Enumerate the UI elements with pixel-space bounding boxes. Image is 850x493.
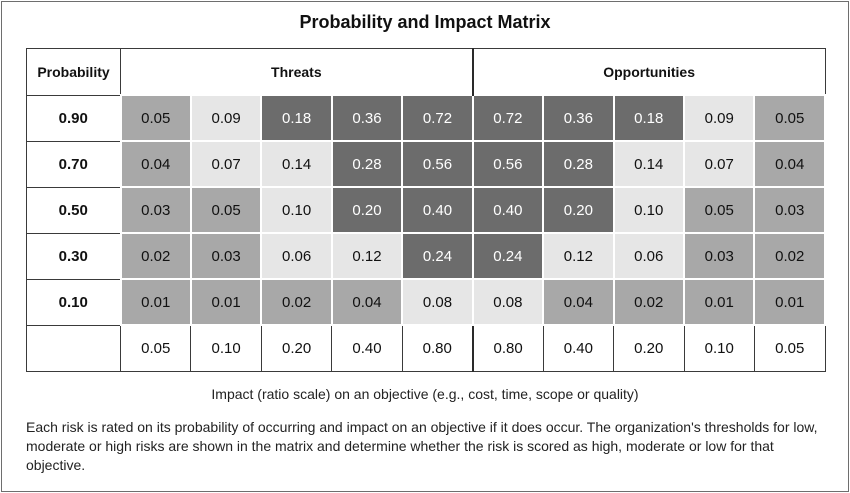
opportunity-score-cell: 0.18 bbox=[612, 94, 686, 142]
opportunity-score-cell: 0.02 bbox=[612, 278, 686, 326]
opportunity-score-cell: 0.08 bbox=[471, 278, 545, 326]
impact-scale-row: 0.05 0.10 0.20 0.40 0.80 0.80 0.40 0.20 0.10 0.05 bbox=[26, 324, 826, 372]
probability-impact-matrix: Probability Threats Opportunities 0.90 0.… bbox=[26, 48, 826, 372]
threat-score-cell: 0.12 bbox=[330, 232, 404, 280]
probability-label: 0.70 bbox=[26, 140, 121, 188]
threat-score-cell: 0.02 bbox=[260, 278, 333, 326]
threat-score-cell: 0.03 bbox=[119, 186, 192, 234]
threats-header: Threats bbox=[119, 48, 474, 96]
opportunities-header: Opportunities bbox=[471, 48, 826, 96]
impact-value-cell: 0.05 bbox=[753, 324, 826, 372]
threat-score-cell: 0.10 bbox=[260, 186, 333, 234]
threat-score-cell: 0.09 bbox=[189, 94, 263, 142]
probability-header: Probability bbox=[26, 48, 121, 96]
opportunity-score-cell: 0.36 bbox=[542, 94, 615, 142]
matrix-row: 0.50 0.03 0.05 0.10 0.20 0.40 0.40 0.20 0.10 0.05… bbox=[26, 186, 826, 234]
threat-score-cell: 0.04 bbox=[119, 140, 192, 188]
opportunity-score-cell: 0.05 bbox=[682, 186, 756, 234]
matrix-row: 0.70 0.04 0.07 0.14 0.28 0.56 0.56 0.28 0.14 0.07… bbox=[26, 140, 826, 188]
matrix-body: 0.90 0.05 0.09 0.18 0.36 0.72 0.72 0.36 0.18 0.09… bbox=[26, 94, 826, 372]
threat-score-cell: 0.72 bbox=[401, 94, 474, 142]
header-row: Probability Threats Opportunities bbox=[26, 48, 826, 96]
threat-score-cell: 0.01 bbox=[189, 278, 263, 326]
opportunity-score-cell: 0.04 bbox=[753, 140, 826, 188]
explanatory-note: Each risk is rated on its probability of… bbox=[26, 419, 818, 473]
opportunity-score-cell: 0.03 bbox=[682, 232, 756, 280]
opportunity-score-cell: 0.02 bbox=[753, 232, 826, 280]
impact-axis-caption: Impact (ratio scale) on an objective (e.… bbox=[211, 386, 639, 402]
matrix-row: 0.10 0.01 0.01 0.02 0.04 0.08 0.08 0.04 0.02 0.01… bbox=[26, 278, 826, 326]
impact-value-cell: 0.10 bbox=[190, 324, 262, 372]
threat-score-cell: 0.06 bbox=[260, 232, 333, 280]
opportunity-score-cell: 0.28 bbox=[542, 140, 615, 188]
probability-label: 0.30 bbox=[26, 232, 121, 280]
threat-score-cell: 0.02 bbox=[119, 232, 192, 280]
probability-label: 0.90 bbox=[26, 94, 121, 142]
impact-value-cell: 0.80 bbox=[471, 324, 544, 372]
blank-corner-cell bbox=[26, 324, 121, 372]
impact-value-cell: 0.20 bbox=[613, 324, 685, 372]
opportunity-score-cell: 0.72 bbox=[471, 94, 545, 142]
impact-value-cell: 0.40 bbox=[331, 324, 403, 372]
opportunity-score-cell: 0.07 bbox=[682, 140, 756, 188]
opportunity-score-cell: 0.14 bbox=[612, 140, 686, 188]
threat-score-cell: 0.01 bbox=[119, 278, 192, 326]
opportunity-score-cell: 0.56 bbox=[471, 140, 545, 188]
threat-score-cell: 0.18 bbox=[260, 94, 333, 142]
impact-value-cell: 0.80 bbox=[401, 324, 474, 372]
opportunity-score-cell: 0.01 bbox=[682, 278, 756, 326]
opportunity-score-cell: 0.03 bbox=[753, 186, 826, 234]
threat-score-cell: 0.40 bbox=[401, 186, 474, 234]
opportunity-score-cell: 0.01 bbox=[753, 278, 826, 326]
threat-score-cell: 0.36 bbox=[330, 94, 404, 142]
opportunity-score-cell: 0.40 bbox=[471, 186, 545, 234]
threat-score-cell: 0.14 bbox=[260, 140, 333, 188]
threat-score-cell: 0.08 bbox=[401, 278, 474, 326]
opportunity-score-cell: 0.10 bbox=[612, 186, 686, 234]
impact-value-cell: 0.20 bbox=[260, 324, 333, 372]
impact-value-cell: 0.40 bbox=[542, 324, 615, 372]
threat-score-cell: 0.05 bbox=[189, 186, 263, 234]
matrix-title: Probability and Impact Matrix bbox=[299, 12, 551, 32]
threat-score-cell: 0.28 bbox=[330, 140, 404, 188]
matrix-row: 0.90 0.05 0.09 0.18 0.36 0.72 0.72 0.36 0.18 0.09… bbox=[26, 94, 826, 142]
opportunity-score-cell: 0.24 bbox=[471, 232, 545, 280]
threat-score-cell: 0.07 bbox=[189, 140, 263, 188]
impact-value-cell: 0.05 bbox=[119, 324, 192, 372]
threat-score-cell: 0.05 bbox=[119, 94, 192, 142]
threat-score-cell: 0.04 bbox=[330, 278, 404, 326]
opportunity-score-cell: 0.09 bbox=[682, 94, 756, 142]
opportunity-score-cell: 0.20 bbox=[542, 186, 615, 234]
threat-score-cell: 0.56 bbox=[401, 140, 474, 188]
opportunity-score-cell: 0.12 bbox=[542, 232, 615, 280]
opportunity-score-cell: 0.04 bbox=[542, 278, 615, 326]
matrix-row: 0.30 0.02 0.03 0.06 0.12 0.24 0.24 0.12 0.06 0.03… bbox=[26, 232, 826, 280]
threat-score-cell: 0.03 bbox=[189, 232, 263, 280]
probability-label: 0.50 bbox=[26, 186, 121, 234]
opportunity-score-cell: 0.05 bbox=[753, 94, 826, 142]
threat-score-cell: 0.24 bbox=[401, 232, 474, 280]
impact-value-cell: 0.10 bbox=[683, 324, 755, 372]
opportunity-score-cell: 0.06 bbox=[612, 232, 686, 280]
threat-score-cell: 0.20 bbox=[330, 186, 404, 234]
probability-label: 0.10 bbox=[26, 278, 121, 326]
